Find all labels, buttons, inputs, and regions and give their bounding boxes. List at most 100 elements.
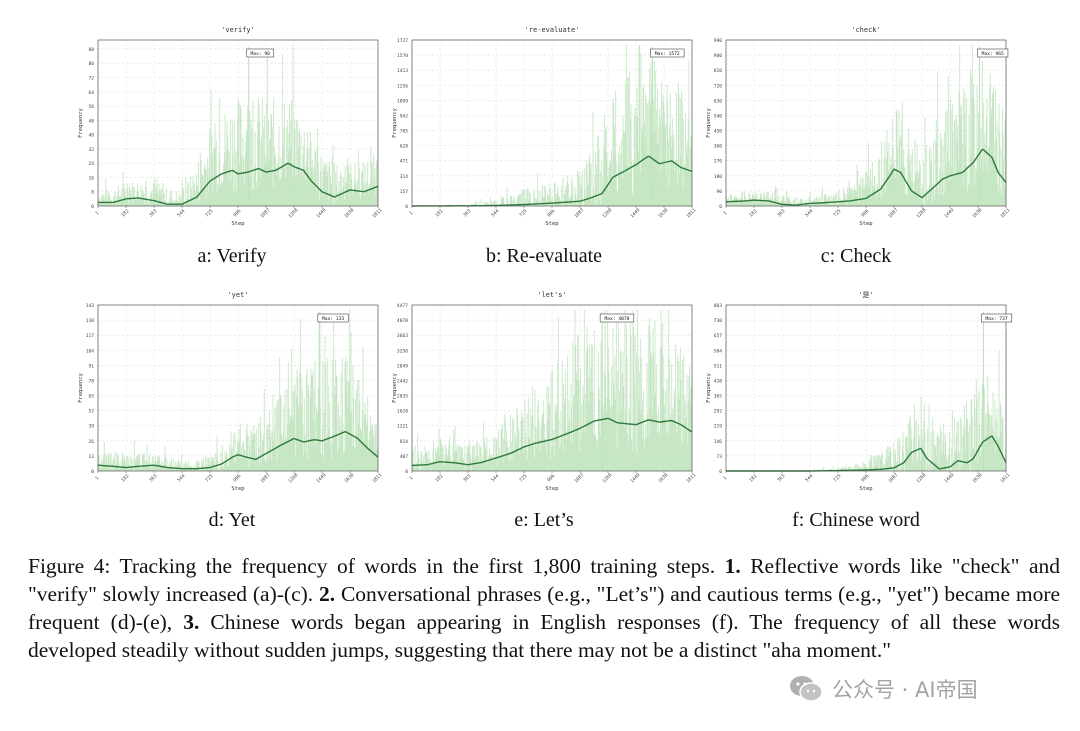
y-tick-label: 785 — [400, 129, 409, 135]
chart-title: 'check' — [851, 26, 881, 34]
y-tick-label: 0 — [405, 204, 408, 210]
y-tick-label: 26 — [88, 439, 94, 445]
chart-panel-c: 'check' 90 180 270 360 450 540 630 720 810 900 990 0… — [704, 22, 1024, 234]
x-tick-label: 363 — [462, 473, 472, 483]
y-tick-label: 52 — [88, 409, 94, 415]
chart-title: '是' — [858, 291, 873, 299]
x-tick-label: 906 — [860, 473, 870, 483]
x-tick-label: 1268 — [601, 207, 613, 219]
y-tick-label: 1413 — [397, 68, 408, 74]
x-tick-label: 1268 — [287, 472, 299, 484]
x-tick-label: 1268 — [915, 472, 927, 484]
x-tick-label: 182 — [120, 473, 130, 483]
max-annotation: Max: 90 — [251, 51, 271, 57]
x-tick-label: 1449 — [943, 207, 955, 219]
y-tick-label: 657 — [714, 333, 723, 339]
watermark-text: 公众号 · AI帝国 — [832, 678, 978, 702]
y-tick-label: 65 — [88, 394, 94, 400]
y-tick-label: 314 — [400, 174, 409, 180]
chart-title: 'verify' — [221, 26, 255, 34]
y-tick-label: 0 — [405, 469, 408, 475]
chart-title: 'let's' — [537, 291, 567, 299]
x-tick-label: 1 — [722, 210, 728, 216]
x-tick-label: 725 — [204, 473, 214, 483]
max-annotation-box — [981, 313, 1013, 323]
x-tick-label: 906 — [232, 208, 242, 218]
max-annotation: Max: 965 — [982, 51, 1004, 57]
x-tick-label: 1449 — [315, 207, 327, 219]
y-tick-label: 0 — [91, 204, 94, 210]
y-tick-label: 511 — [714, 363, 723, 369]
y-axis-label: Frequency — [78, 107, 84, 137]
y-tick-label: 628 — [400, 144, 409, 150]
caption-text-3: Conversational phrases (e.g., "Let’s") a… — [28, 582, 1061, 634]
plot-area — [726, 305, 1006, 471]
x-tick-label: 363 — [148, 473, 158, 483]
y-tick-label: 32 — [88, 147, 94, 153]
subcaption-d: d: Yet — [208, 509, 256, 531]
y-tick-label: 1628 — [397, 409, 408, 415]
y-axis-label: Frequency — [78, 372, 84, 402]
y-tick-label: 157 — [400, 189, 409, 195]
chart-svg-e: 'let's' 407 814 1221 1628 2035 2442 2849 3256 366… — [392, 291, 697, 492]
x-tick-label: 1630 — [343, 472, 355, 484]
y-tick-label: 1727 — [397, 38, 408, 44]
y-tick-label: 2849 — [397, 363, 408, 369]
x-tick-label: 363 — [776, 473, 786, 483]
x-tick-label: 1087 — [887, 207, 899, 219]
x-tick-label: 1811 — [371, 472, 383, 484]
y-tick-label: 40 — [88, 133, 94, 139]
smoothed-frequency-line — [98, 162, 379, 205]
x-tick-label: 1087 — [573, 207, 585, 219]
x-tick-label: 1449 — [629, 472, 641, 484]
y-tick-label: 180 — [714, 174, 723, 180]
x-axis-label: Step — [545, 486, 558, 492]
y-tick-label: 13 — [88, 454, 94, 460]
x-tick-label: 1 — [94, 475, 100, 481]
x-tick-label: 1449 — [315, 472, 327, 484]
y-tick-label: 814 — [400, 439, 409, 445]
x-tick-label: 1087 — [887, 472, 899, 484]
x-tick-label: 544 — [804, 473, 814, 483]
x-axis-label: Step — [545, 221, 558, 227]
max-annotation-box — [599, 313, 635, 323]
x-tick-label: 1 — [722, 475, 728, 481]
chart-svg-a: 'verify' 8 16 24 32 40 48 56 64 72 80 88 01 182 363 544… — [78, 26, 383, 227]
x-tick-label: 1630 — [657, 207, 669, 219]
caption-text-1: Tracking the frequency of words in the f… — [119, 554, 716, 578]
y-tick-label: 117 — [86, 333, 95, 339]
caption-text-4: Chinese words began appearing in English… — [28, 610, 1061, 662]
caption-number-1: 1. — [724, 554, 741, 578]
x-tick-label: 544 — [490, 208, 500, 218]
y-tick-label: 2035 — [397, 394, 408, 400]
x-tick-label: 725 — [832, 208, 842, 218]
y-tick-label: 3256 — [397, 348, 408, 354]
x-tick-label: 1449 — [943, 472, 955, 484]
x-tick-label: 1087 — [573, 472, 585, 484]
y-tick-label: 90 — [716, 189, 722, 195]
x-tick-label: 725 — [518, 208, 528, 218]
max-annotation-box — [650, 48, 685, 58]
y-tick-label: 540 — [714, 113, 723, 119]
max-annotation: Max: 133 — [322, 316, 344, 322]
caption-number-3: 3. — [183, 610, 200, 634]
x-tick-label: 1087 — [259, 472, 271, 484]
y-tick-label: 450 — [714, 129, 723, 135]
x-axis-label: Step — [859, 221, 872, 227]
caption-text-2: Reflective words like "check" and "verif… — [28, 554, 1061, 606]
subcaption-a: a: Verify — [197, 245, 267, 267]
y-tick-label: 143 — [86, 303, 95, 309]
subcaption-e: e: Let’s — [514, 509, 574, 531]
x-tick-label: 182 — [434, 208, 444, 218]
y-tick-label: 0 — [719, 469, 722, 475]
y-axis-label: Frequency — [706, 107, 712, 137]
caption-number-2: 2. — [319, 582, 336, 606]
x-tick-label: 363 — [776, 208, 786, 218]
x-tick-label: 1 — [408, 210, 414, 216]
y-tick-label: 88 — [88, 47, 94, 53]
chart-svg-c: 'check' 90 180 270 360 450 540 630 720 810 900 990 0… — [706, 26, 1011, 227]
chart-panel-b: 're-evaluate' 157 314 471 628 785 942 1099 1256 1… — [390, 22, 710, 234]
chart-panel-a: 'verify' 8 16 24 32 40 48 56 64 72 80 88 0 1 182 363 544… — [76, 22, 396, 234]
y-tick-label: 584 — [714, 348, 723, 354]
max-annotation: Max: 4078 — [605, 316, 630, 322]
